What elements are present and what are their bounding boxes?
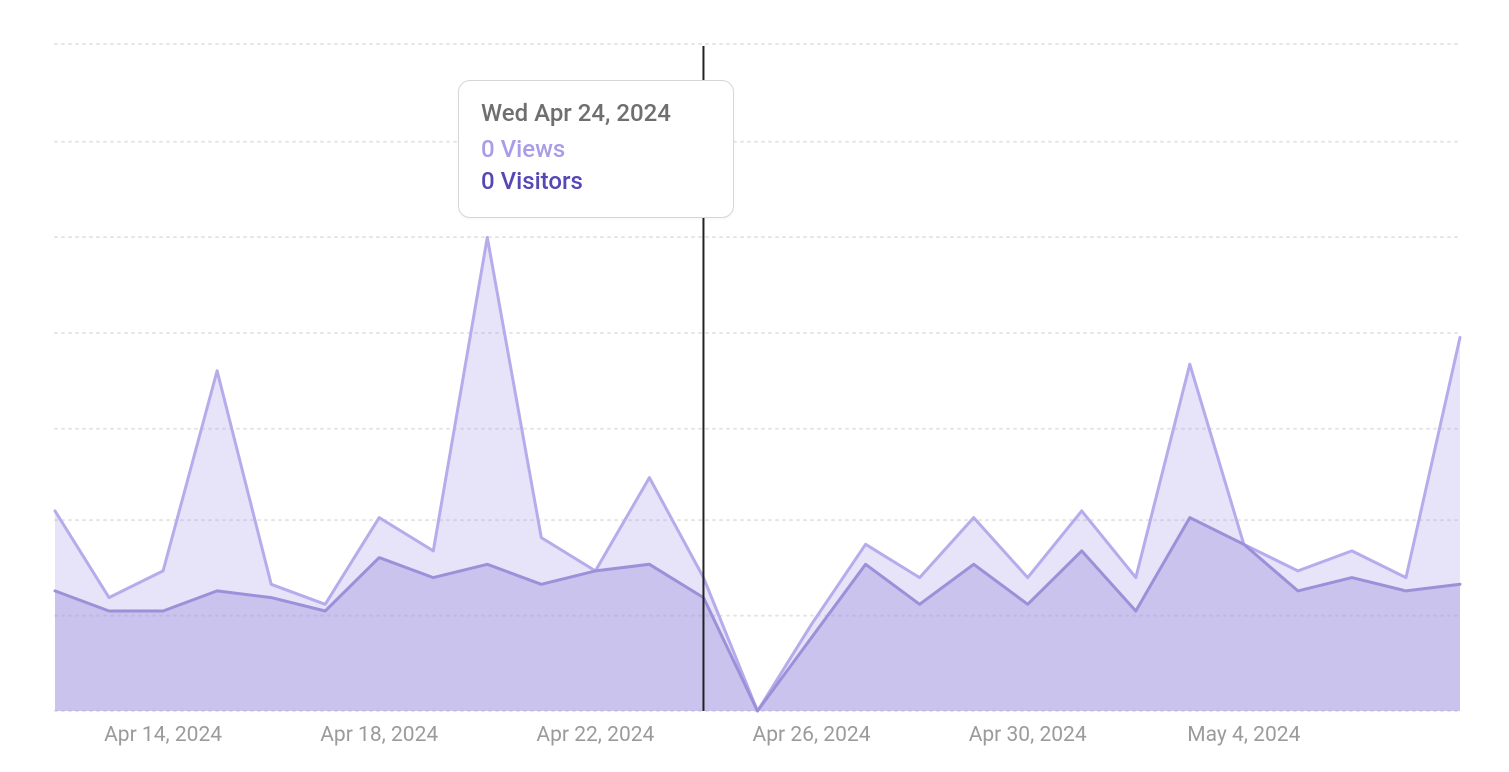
svg-text:Apr 14, 2024: Apr 14, 2024 — [104, 723, 222, 747]
svg-text:Apr 18, 2024: Apr 18, 2024 — [320, 723, 438, 747]
svg-text:Apr 26, 2024: Apr 26, 2024 — [753, 723, 871, 747]
chart-svg: Apr 14, 2024 Apr 18, 2024 Apr 22, 2024 Apr … — [0, 0, 1509, 772]
svg-text:Apr 30, 2024: Apr 30, 2024 — [969, 723, 1087, 747]
svg-text:Apr 22, 2024: Apr 22, 2024 — [536, 723, 654, 747]
tooltip-visitors: 0 Visitors — [481, 167, 707, 195]
analytics-chart[interactable]: Apr 14, 2024 Apr 18, 2024 Apr 22, 2024 Apr … — [0, 0, 1509, 772]
chart-tooltip: Wed Apr 24, 2024 0 Views 0 Visitors — [458, 80, 734, 218]
tooltip-date: Wed Apr 24, 2024 — [481, 99, 707, 127]
svg-text:May 4, 2024: May 4, 2024 — [1187, 723, 1300, 747]
tooltip-views: 0 Views — [481, 135, 707, 163]
